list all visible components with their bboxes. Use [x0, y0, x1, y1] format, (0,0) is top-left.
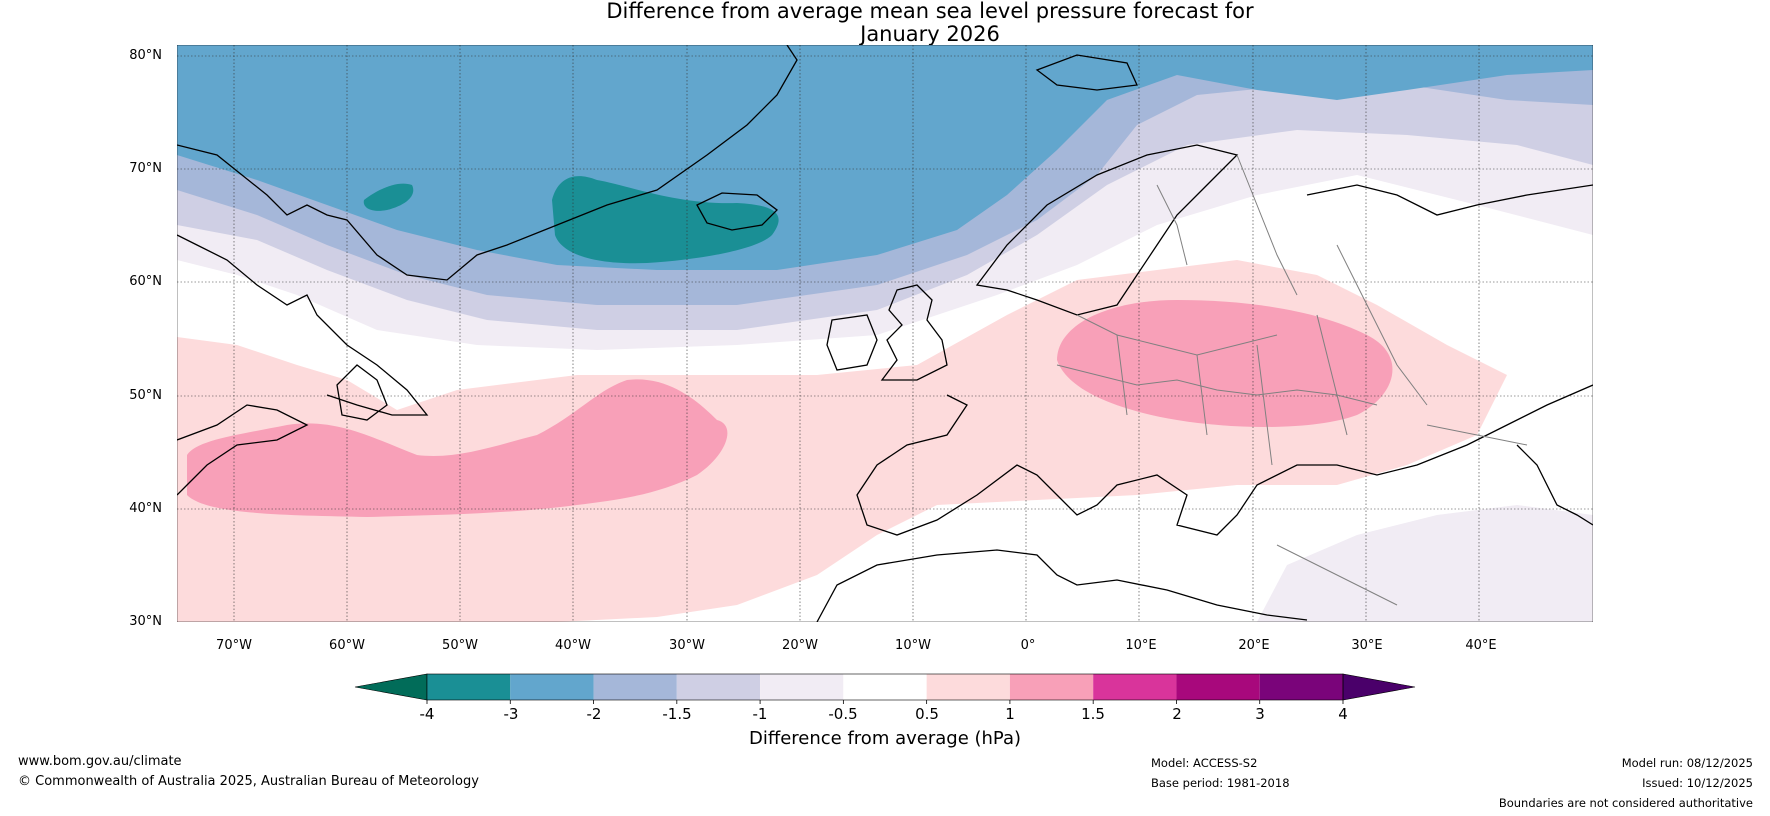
- lon-label-30e: 30°E: [1351, 638, 1383, 653]
- lat-label-60n: 60°N: [129, 274, 162, 289]
- lon-label-30w: 30°W: [669, 638, 705, 653]
- colorbar-label: Difference from average (hPa): [748, 728, 1022, 749]
- map-svg: [177, 45, 1593, 622]
- africa-coast: [816, 549, 1308, 622]
- footer-model-run: Model run: 08/12/2025: [1621, 756, 1753, 770]
- footer-copyright: © Commonwealth of Australia 2025, Austra…: [18, 774, 479, 789]
- footer-issued: Issued: 10/12/2025: [1642, 776, 1753, 790]
- lat-label-80n: 80°N: [129, 48, 162, 63]
- anomaly-band-minus4-west-greenland: [363, 183, 414, 211]
- colorbar-tick: 1.5: [1081, 705, 1105, 723]
- colorbar: [354, 673, 1416, 704]
- map-title-line2: January 2026: [860, 22, 1000, 46]
- footer-base-period: Base period: 1981-2018: [1151, 776, 1290, 790]
- scandinavia-coast: [975, 144, 1239, 316]
- colorbar-under-arrow: [354, 673, 428, 701]
- lon-label-10w: 10°W: [895, 638, 931, 653]
- lon-label-20w: 20°W: [782, 638, 818, 653]
- colorbar-tick: 3: [1255, 705, 1265, 723]
- lon-label-40e: 40°E: [1465, 638, 1497, 653]
- anomaly-band-minus3: [177, 45, 1593, 270]
- colorbar-segment: [427, 674, 511, 700]
- anomaly-band-plus1-atlantic: [187, 379, 728, 517]
- caspian-coast: [1516, 444, 1593, 526]
- pressure-anomaly-map: [177, 45, 1593, 622]
- anomaly-band-minus4-east-greenland: [552, 176, 779, 264]
- britain-coast: [880, 284, 948, 381]
- europe-coast: [856, 384, 1593, 536]
- lat-label-50n: 50°N: [129, 388, 162, 403]
- iceland-coast: [696, 192, 778, 231]
- map-coastlines: [177, 45, 1593, 622]
- footer-website: www.bom.gov.au/climate: [18, 754, 182, 769]
- colorbar-segment: [926, 674, 1010, 700]
- colorbar-segment: [593, 674, 677, 700]
- lat-label-40n: 40°N: [129, 501, 162, 516]
- lat-label-30n: 30°N: [129, 614, 162, 629]
- lon-label-70w: 70°W: [216, 638, 252, 653]
- map-title-line1: Difference from average mean sea level p…: [606, 0, 1254, 23]
- map-graticule: [177, 45, 1593, 622]
- lon-label-10e: 10°E: [1125, 638, 1157, 653]
- lon-label-40w: 40°W: [555, 638, 591, 653]
- colorbar-segment: [510, 674, 594, 700]
- colorbar-tick: -1.5: [662, 705, 692, 723]
- colorbar-over-arrow: [1342, 673, 1416, 701]
- lon-label-20e: 20°E: [1238, 638, 1270, 653]
- greenland-coast: [177, 45, 798, 281]
- colorbar-frame: [426, 673, 1344, 701]
- colorbar-segment: [1259, 674, 1343, 700]
- colorbar-tick: -4: [419, 705, 435, 723]
- colorbar-tick: 4: [1338, 705, 1348, 723]
- colorbar-segment: [1176, 674, 1260, 700]
- map-borders: [1056, 154, 1528, 606]
- colorbar-segment: [676, 674, 761, 700]
- colorbar-tick: 0.5: [915, 705, 939, 723]
- colorbar-segment: [1093, 674, 1177, 700]
- lat-label-70n: 70°N: [129, 161, 162, 176]
- canada-us-coast: [177, 404, 309, 496]
- colorbar-segment: [1009, 674, 1094, 700]
- map-title: Difference from average mean sea level p…: [0, 0, 1770, 46]
- footer-disclaimer: Boundaries are not considered authoritat…: [1498, 796, 1753, 810]
- labrador-coast: [177, 234, 429, 416]
- colorbar-segment: [760, 674, 844, 700]
- colorbar-tick: 2: [1172, 705, 1182, 723]
- anomaly-band-plus1-europe: [1057, 300, 1393, 427]
- ireland-coast: [826, 314, 878, 371]
- lon-label-50w: 50°W: [442, 638, 478, 653]
- colorbar-tick: -3: [503, 705, 519, 723]
- lon-label-60w: 60°W: [329, 638, 365, 653]
- svalbard-coast: [1035, 54, 1138, 91]
- colorbar-tick: -0.5: [828, 705, 858, 723]
- anomaly-band-minus1-south: [1257, 505, 1593, 622]
- colorbar-segment: [843, 674, 927, 700]
- colorbar-tick: -1: [752, 705, 768, 723]
- footer-model: Model: ACCESS-S2: [1151, 756, 1258, 770]
- newfoundland-coast: [336, 364, 388, 421]
- colorbar-tick: 1: [1005, 705, 1015, 723]
- east-coast: [1306, 184, 1593, 216]
- lon-label-0: 0°: [1020, 638, 1036, 653]
- colorbar-tick: -2: [586, 705, 602, 723]
